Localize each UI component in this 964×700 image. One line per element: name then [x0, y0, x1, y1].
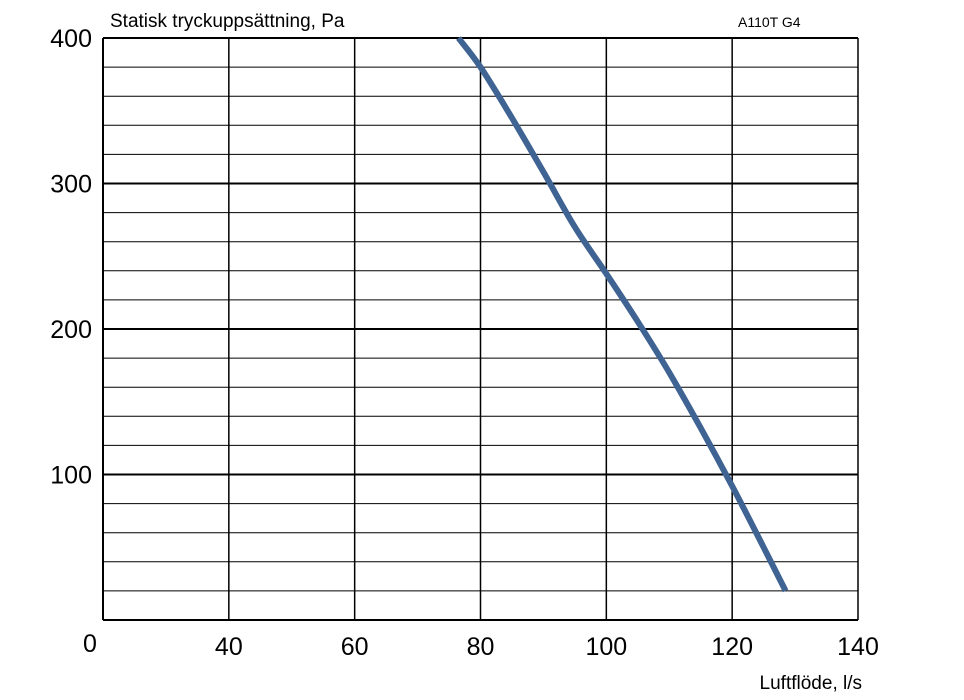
x-tick-label: 80 [467, 633, 495, 661]
y-tick-label: 200 [50, 316, 92, 344]
origin-tick-label: 0 [83, 630, 97, 658]
x-axis-label: Luftflöde, l/s [760, 673, 862, 694]
x-tick-label: 120 [711, 633, 753, 661]
x-tick-label: 40 [215, 633, 243, 661]
y-tick-label: 100 [50, 462, 92, 490]
x-tick-labels: 40 60 80 100 120 140 [215, 633, 879, 661]
major-gridlines [103, 37, 859, 620]
y-tick-label: 300 [50, 171, 92, 199]
x-tick-label: 140 [837, 633, 879, 661]
x-tick-label: 100 [585, 633, 627, 661]
x-tick-label: 60 [341, 633, 369, 661]
model-label: A110T G4 [738, 14, 801, 30]
y-tick-label: 400 [50, 25, 92, 53]
series-line [456, 36, 789, 593]
y-tick-labels: 100 200 300 400 [50, 25, 92, 490]
plot-frame [102, 38, 858, 621]
series-layer [456, 36, 789, 593]
y-axis-label: Statisk tryckuppsättning, Pa [110, 11, 345, 32]
